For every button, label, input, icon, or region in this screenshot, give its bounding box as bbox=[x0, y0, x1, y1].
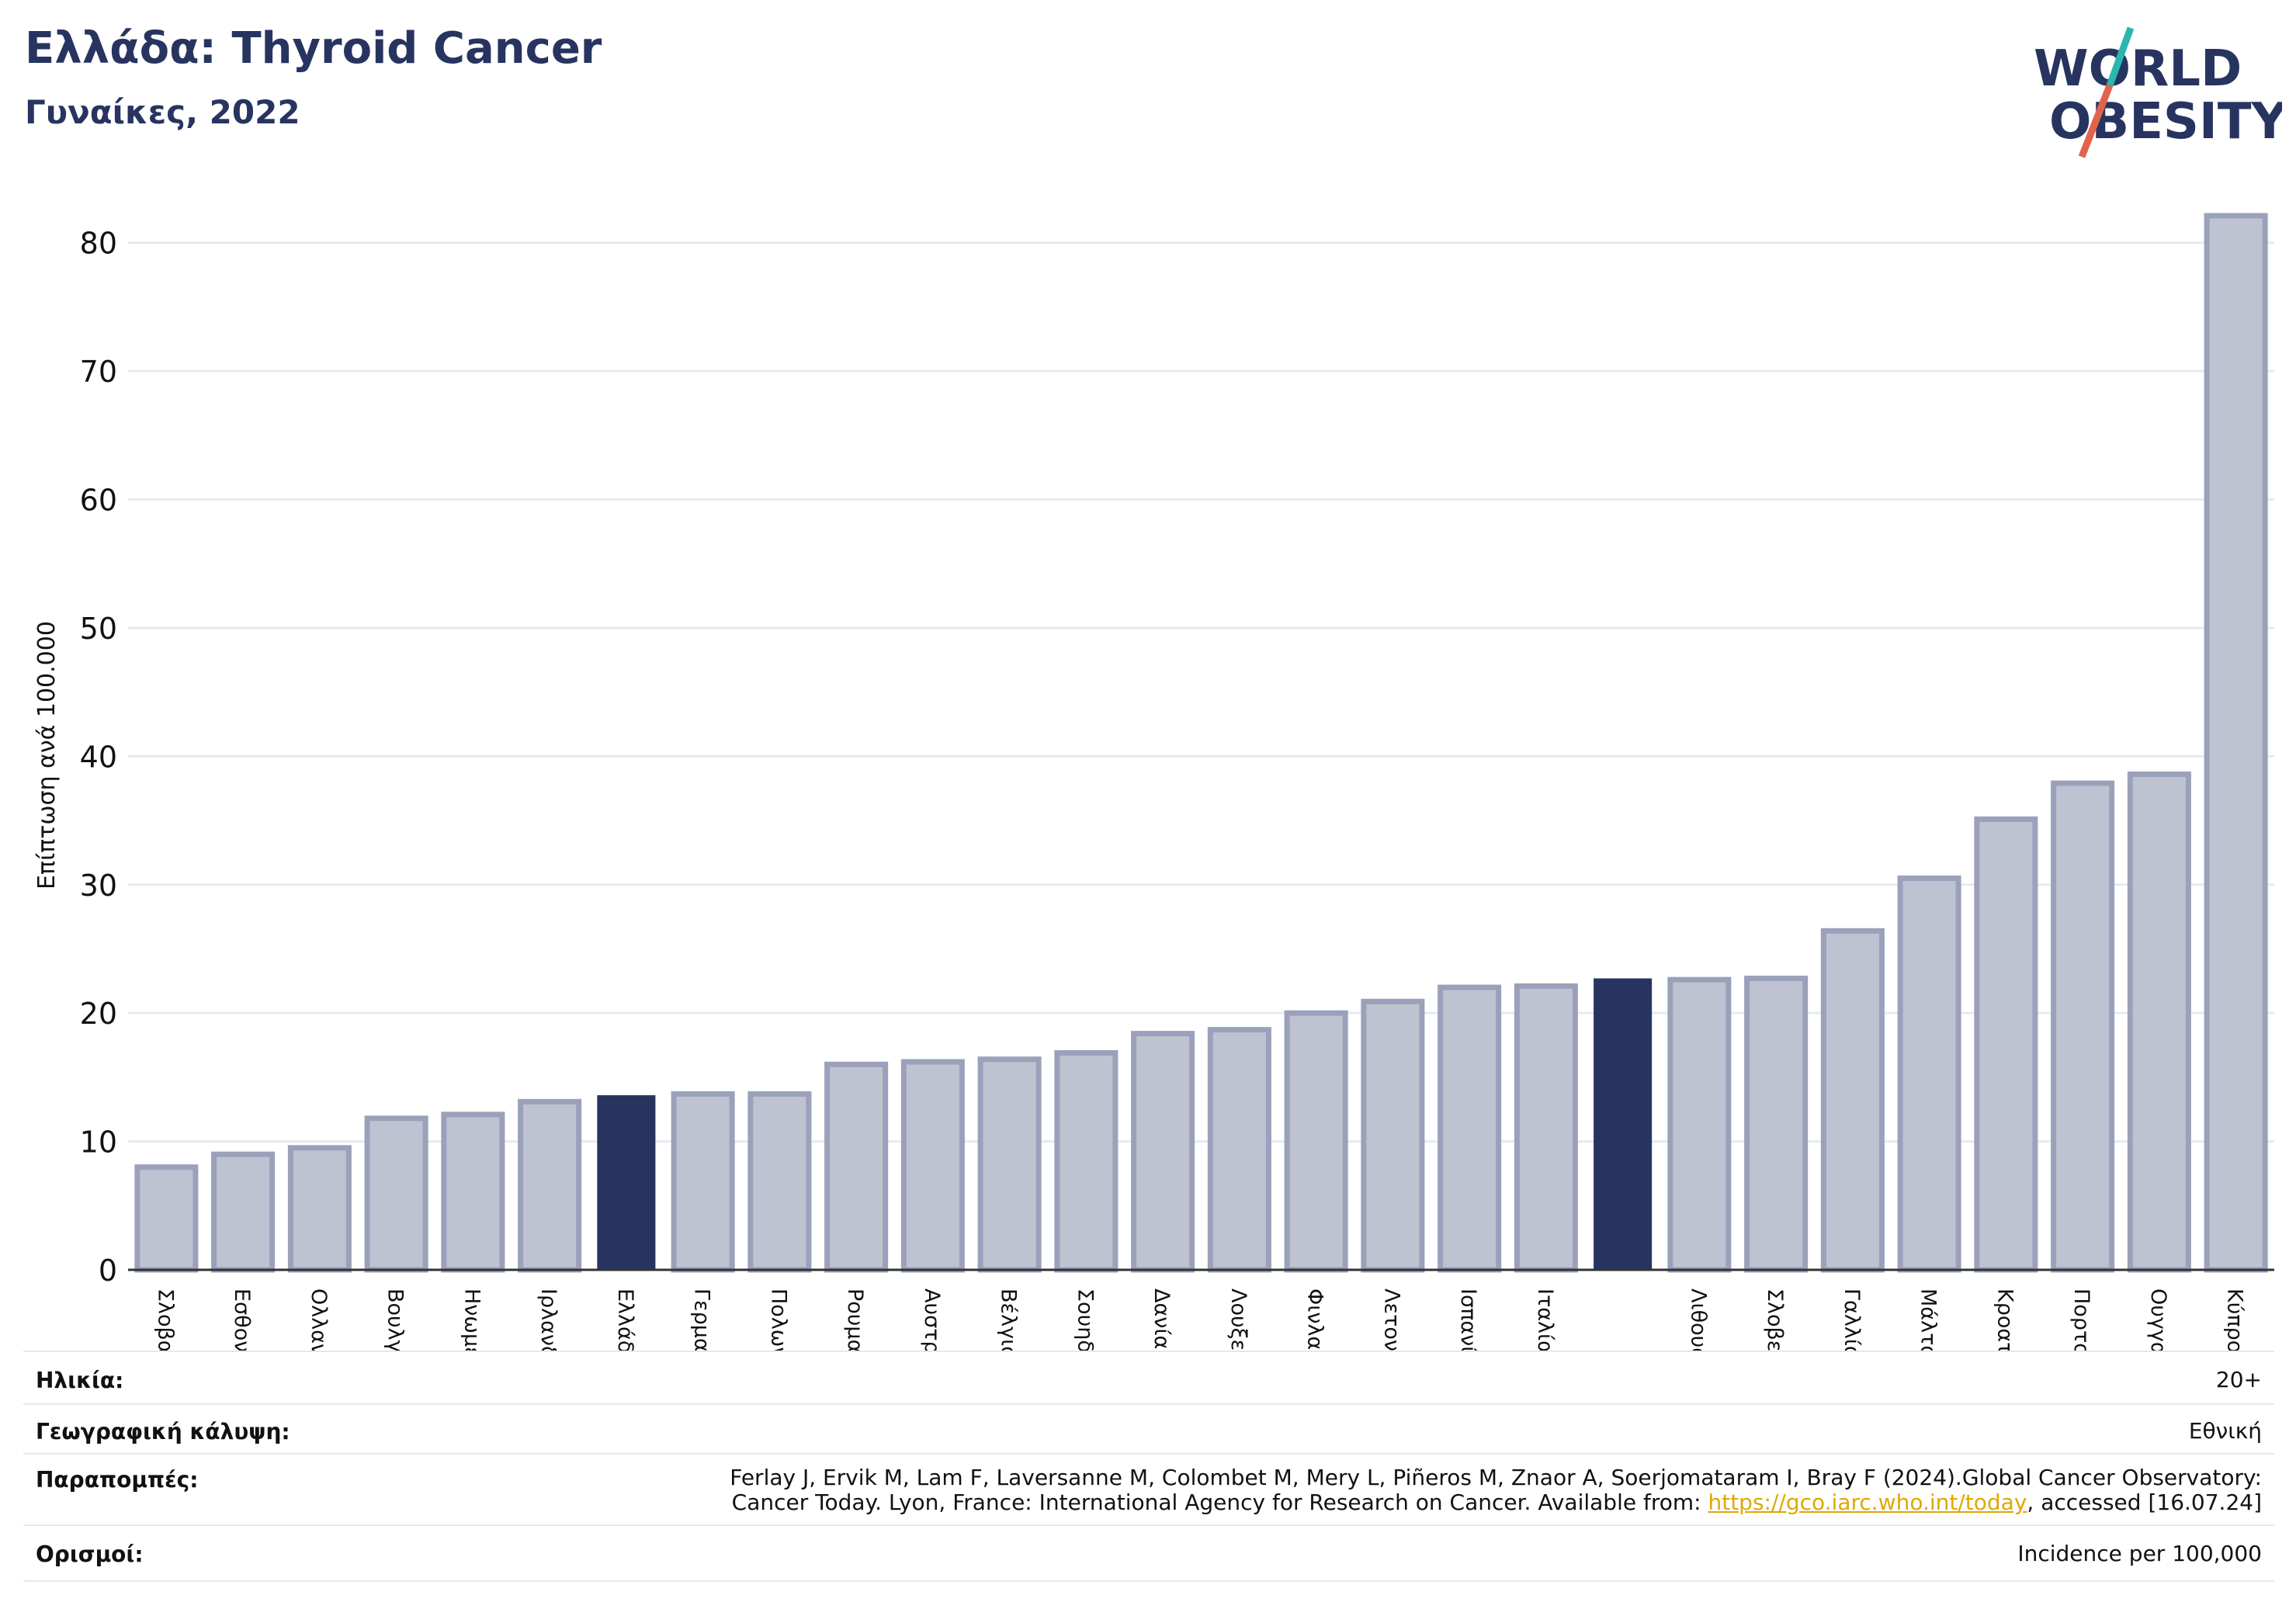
x-tick-label: Ελλάδα bbox=[613, 1288, 637, 1351]
references-text: Ferlay J, Ervik M, Lam F, Laversanne M, … bbox=[730, 1465, 2262, 1515]
x-tick-label: Κροατία bbox=[1993, 1288, 2017, 1351]
info-row-definitions: Ορισμοί: Incidence per 100,000 bbox=[23, 1524, 2274, 1582]
bar bbox=[211, 1151, 276, 1273]
bar bbox=[747, 1091, 812, 1273]
x-tick-label: Δανία bbox=[1150, 1288, 1174, 1349]
bar bbox=[1438, 984, 1502, 1273]
x-tick-label: Λετονία bbox=[1379, 1288, 1403, 1351]
bar bbox=[977, 1056, 1042, 1273]
y-tick-label: 10 bbox=[80, 1125, 117, 1160]
bar bbox=[287, 1145, 352, 1273]
bar bbox=[1207, 1027, 1271, 1273]
references-label: Παραπομπές: bbox=[36, 1467, 199, 1493]
x-tick-label: Λιθουανία bbox=[1686, 1288, 1710, 1351]
x-tick-label: Εσθονία bbox=[230, 1288, 254, 1351]
x-tick-label: Βουλγαρία bbox=[383, 1288, 408, 1351]
coverage-value: Εθνική bbox=[2188, 1418, 2262, 1444]
bar bbox=[2204, 213, 2268, 1273]
references-line-2-pre: Cancer Today. Lyon, France: Internationa… bbox=[731, 1489, 1708, 1515]
bar bbox=[518, 1098, 582, 1273]
bar bbox=[1667, 976, 1732, 1273]
bar bbox=[1820, 928, 1885, 1273]
bar bbox=[1897, 875, 1961, 1273]
y-tick-label: 30 bbox=[80, 869, 117, 903]
page-title: Ελλάδα: Thyroid Cancer bbox=[25, 23, 602, 74]
y-tick-label: 50 bbox=[80, 612, 117, 646]
x-tick-label: Γερμανία bbox=[690, 1288, 714, 1351]
y-tick-label: 80 bbox=[80, 227, 117, 261]
x-tick-label: Σλοβακία bbox=[153, 1288, 177, 1351]
bar bbox=[1361, 998, 1425, 1273]
definitions-label: Ορισμοί: bbox=[36, 1542, 144, 1567]
bar bbox=[1284, 1010, 1348, 1273]
logo-slash-top bbox=[2106, 26, 2135, 87]
bar bbox=[364, 1115, 428, 1273]
x-tick-label: Ρουμανία bbox=[843, 1288, 867, 1351]
references-line-1: Ferlay J, Ervik M, Lam F, Laversanne M, … bbox=[730, 1465, 2262, 1490]
bar-highlighted bbox=[1594, 978, 1653, 1270]
y-tick-label: 40 bbox=[80, 740, 117, 774]
y-tick-label: 0 bbox=[99, 1254, 117, 1288]
age-label: Ηλικία: bbox=[36, 1368, 124, 1393]
bar bbox=[441, 1111, 505, 1273]
y-axis-label: Επίπτωση ανά 100.000 bbox=[33, 621, 61, 890]
x-tick-label: Πορτογαλία bbox=[2069, 1288, 2093, 1351]
page-subtitle: Γυναίκες, 2022 bbox=[25, 93, 300, 131]
bar bbox=[1514, 983, 1578, 1273]
x-tick-label: Βέλγιο bbox=[997, 1288, 1021, 1351]
x-tick-label: Ιρλανδία bbox=[536, 1288, 560, 1351]
y-tick-label: 60 bbox=[80, 484, 117, 518]
bar bbox=[671, 1091, 735, 1273]
info-row-coverage: Γεωγραφική κάλυψη: Εθνική bbox=[23, 1403, 2274, 1455]
x-tick-label: Ηνωμένο Βασίλειο bbox=[460, 1288, 484, 1351]
coverage-label: Γεωγραφική κάλυψη: bbox=[36, 1419, 290, 1444]
bar-highlighted bbox=[597, 1095, 656, 1270]
age-value: 20+ bbox=[2215, 1367, 2262, 1392]
bar bbox=[900, 1059, 965, 1273]
bar bbox=[824, 1061, 889, 1273]
x-tick-label: Σλοβενία bbox=[1763, 1288, 1787, 1351]
y-tick-label: 70 bbox=[80, 355, 117, 389]
x-tick-label: Πολωνία bbox=[766, 1288, 790, 1351]
x-tick-label: Μάλτα bbox=[1916, 1288, 1941, 1351]
x-tick-label: Αυστρία bbox=[920, 1288, 944, 1351]
x-tick-label: Ολλανδία bbox=[307, 1288, 331, 1351]
x-tick-label: Λουξεμβούργο bbox=[1226, 1288, 1250, 1351]
x-tick-label: Κύπρος bbox=[2223, 1288, 2247, 1351]
bar bbox=[134, 1164, 199, 1273]
info-row-references: Παραπομπές: Ferlay J, Ervik M, Lam F, La… bbox=[23, 1453, 2274, 1526]
x-tick-label: Φινλανδία bbox=[1303, 1288, 1327, 1351]
x-tick-label: Ισπανία bbox=[1456, 1288, 1480, 1351]
references-link[interactable]: https://gco.iarc.who.int/today bbox=[1708, 1489, 2027, 1515]
references-line-2: Cancer Today. Lyon, France: Internationa… bbox=[730, 1490, 2262, 1515]
bar bbox=[1974, 816, 2038, 1273]
bar bbox=[2127, 772, 2191, 1273]
logo-text-world: WORLD bbox=[2034, 40, 2242, 98]
x-tick-label: Σουηδία bbox=[1073, 1288, 1097, 1351]
references-line-2-post: , accessed [16.07.24] bbox=[2027, 1489, 2262, 1515]
x-tick-label: Ουγγαρία bbox=[2146, 1288, 2170, 1351]
world-obesity-logo: WORLD OBESITY bbox=[2034, 26, 2282, 158]
logo-slash-bottom bbox=[2078, 84, 2114, 158]
bar bbox=[1131, 1031, 1195, 1273]
x-tick-label: Ιταλία bbox=[1533, 1288, 1557, 1351]
info-row-age: Ηλικία: 20+ bbox=[23, 1351, 2274, 1405]
bar bbox=[1054, 1049, 1119, 1273]
bar bbox=[2051, 780, 2115, 1273]
bar-chart: 0 10 20 30 40 50 60 70 80 Επίπτωση ανά 100.000 Σλο… bbox=[33, 213, 2274, 1351]
y-tick-label: 20 bbox=[80, 997, 117, 1031]
definitions-value: Incidence per 100,000 bbox=[2017, 1541, 2262, 1566]
x-tick-label: Γαλλία bbox=[1840, 1288, 1864, 1351]
bar bbox=[1744, 976, 1809, 1273]
